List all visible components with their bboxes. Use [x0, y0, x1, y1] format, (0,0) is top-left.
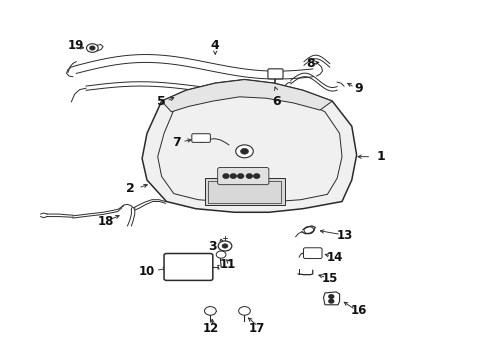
- Circle shape: [253, 174, 259, 178]
- Text: 7: 7: [171, 136, 180, 149]
- Circle shape: [328, 300, 333, 303]
- Text: 15: 15: [321, 272, 337, 285]
- Circle shape: [230, 174, 236, 178]
- Text: 16: 16: [350, 305, 366, 318]
- FancyBboxPatch shape: [267, 69, 283, 79]
- Text: 18: 18: [97, 215, 114, 228]
- Circle shape: [235, 145, 253, 158]
- Circle shape: [222, 244, 227, 248]
- Circle shape: [204, 307, 216, 315]
- Text: 8: 8: [305, 57, 314, 70]
- Text: 6: 6: [271, 95, 280, 108]
- Text: 17: 17: [248, 322, 264, 335]
- Circle shape: [237, 174, 243, 178]
- Circle shape: [223, 174, 228, 178]
- Circle shape: [304, 226, 313, 234]
- Polygon shape: [142, 80, 356, 212]
- FancyBboxPatch shape: [163, 253, 212, 280]
- Circle shape: [238, 307, 250, 315]
- Text: 19: 19: [68, 39, 84, 52]
- Text: 11: 11: [219, 258, 235, 271]
- Text: 4: 4: [210, 39, 219, 52]
- Text: 5: 5: [157, 95, 165, 108]
- Circle shape: [218, 241, 231, 251]
- Text: 2: 2: [125, 183, 134, 195]
- Circle shape: [328, 295, 333, 298]
- Text: 3: 3: [208, 240, 217, 253]
- Text: 10: 10: [139, 265, 155, 278]
- Circle shape: [240, 148, 248, 154]
- Text: 1: 1: [376, 150, 385, 163]
- Circle shape: [246, 174, 252, 178]
- Circle shape: [86, 44, 98, 52]
- FancyBboxPatch shape: [217, 167, 268, 185]
- FancyBboxPatch shape: [191, 134, 210, 142]
- FancyBboxPatch shape: [303, 248, 322, 258]
- Text: 9: 9: [354, 82, 363, 95]
- Text: 12: 12: [202, 322, 218, 335]
- Circle shape: [216, 251, 225, 258]
- Text: 14: 14: [326, 251, 342, 264]
- Circle shape: [90, 46, 95, 50]
- Polygon shape: [161, 80, 331, 112]
- Text: 13: 13: [336, 229, 352, 242]
- Polygon shape: [323, 292, 339, 305]
- FancyBboxPatch shape: [204, 178, 285, 205]
